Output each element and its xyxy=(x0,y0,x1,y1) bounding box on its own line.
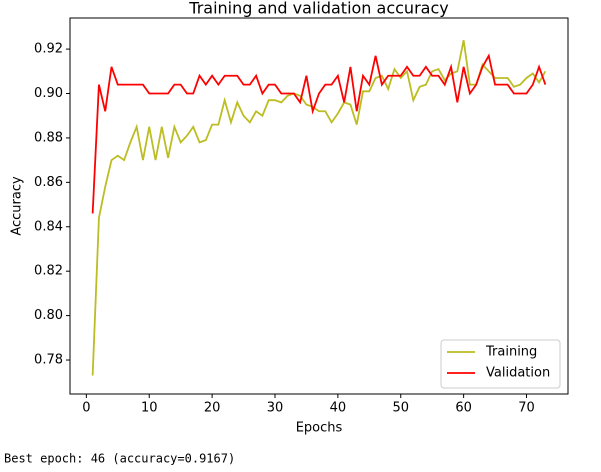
y-tick-label: 0.86 xyxy=(34,175,63,190)
plot-frame xyxy=(69,17,569,395)
x-tick-label: 50 xyxy=(392,401,409,416)
x-tick-label: 40 xyxy=(330,401,347,416)
y-tick-label: 0.88 xyxy=(34,130,63,145)
caption: Best epoch: 46 (accuracy=0.9167) xyxy=(4,452,235,466)
y-tick-label: 0.80 xyxy=(34,308,63,323)
y-tick-label: 0.90 xyxy=(34,86,63,101)
y-axis-label: Accuracy xyxy=(10,176,25,236)
x-tick-label: 70 xyxy=(518,401,535,416)
x-tick-label: 20 xyxy=(204,401,221,416)
series-line xyxy=(91,53,547,214)
y-tick-label: 0.82 xyxy=(34,264,63,279)
x-axis-label: Epochs xyxy=(296,421,343,436)
chart-title: Training and validation accuracy xyxy=(188,0,448,18)
y-tick-label: 0.78 xyxy=(34,353,63,368)
x-tick-label: 0 xyxy=(82,401,90,416)
y-tick-label: 0.92 xyxy=(34,42,63,57)
series-line xyxy=(91,40,547,376)
y-tick-label: 0.84 xyxy=(34,219,63,234)
legend-label: Training xyxy=(485,345,537,360)
x-tick-label: 30 xyxy=(267,401,284,416)
x-tick-label: 10 xyxy=(141,401,158,416)
legend-label: Validation xyxy=(486,366,550,381)
x-tick-label: 60 xyxy=(455,401,472,416)
